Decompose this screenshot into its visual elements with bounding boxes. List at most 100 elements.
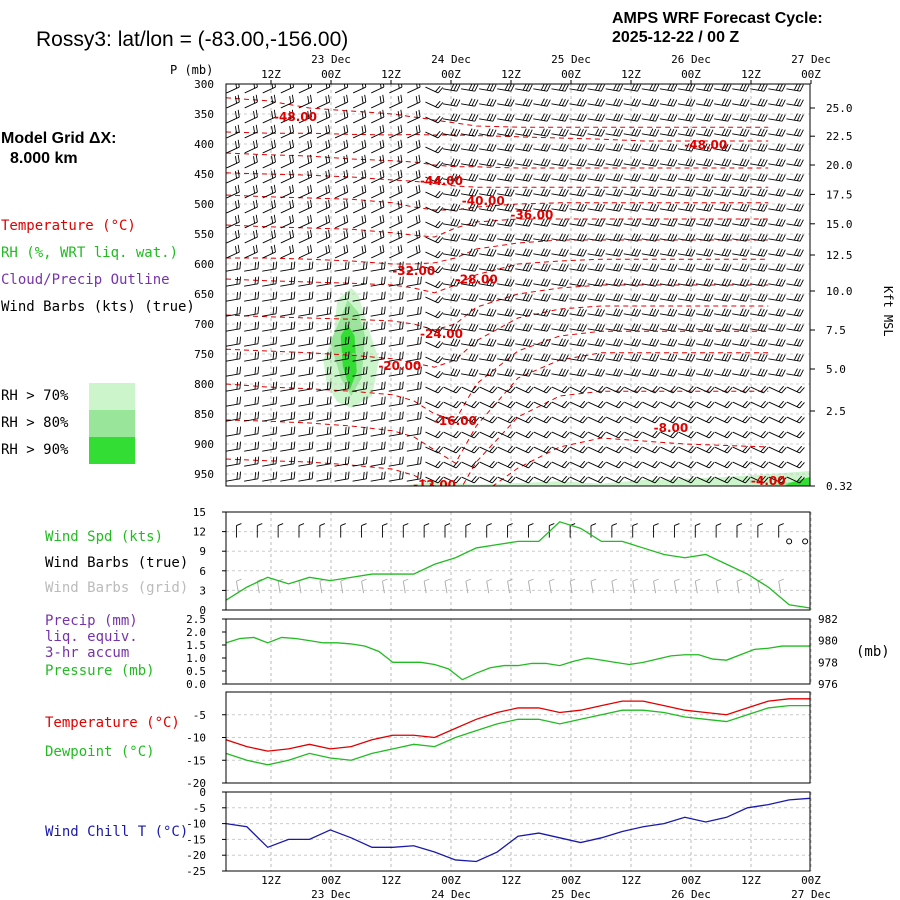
top-day-label: 26 Dec [671,53,711,66]
wind-barb [280,411,296,422]
wind-barb [587,460,606,469]
wind-barb [768,368,786,377]
cross-section-plot: -48.00 -48.00 -44.00 -40.00 -36.00 -32.00 -28.… [226,84,810,486]
wind-barb [623,263,642,272]
wind-barb [587,158,605,167]
wind-barb [443,400,462,409]
wind-barb [352,291,368,302]
wind-barb [262,441,278,452]
wind-barb [732,98,750,107]
wind-barb [442,113,461,122]
wind-barb [280,229,294,244]
wind-barb [696,415,715,424]
wind-barb [316,169,331,184]
wind-barb [262,154,276,169]
wind-barb [659,203,678,212]
wind-barb [280,471,296,482]
precip-tick-label: 0.5 [186,665,206,678]
wind-barb [280,276,296,287]
wind-barb [497,338,515,347]
wind-barb [244,214,258,229]
wind-barb [316,94,331,109]
wind-barb [569,430,588,439]
wind-barb [280,124,294,139]
wind-barb [280,94,294,109]
wind-barb [659,218,678,227]
wind-barb [677,338,696,347]
wind-barb [479,113,497,122]
legend-rh90-swatch [89,437,135,464]
pressure-tick-label: 750 [194,348,214,361]
wind-barb [732,173,750,182]
wind-barb [659,293,678,302]
wind-barb [768,278,786,287]
wind-barb [750,143,768,152]
wind-barb [515,475,534,484]
wind-barb [316,139,331,154]
wind-barb [389,184,403,199]
wind-barb [768,445,787,454]
wind-barb [515,203,533,212]
wind-barb [768,98,786,107]
wind-barb [750,308,768,317]
true-wind-barb [444,523,451,538]
wind-barb [786,84,804,92]
wind-barb [316,261,332,272]
wind-barb [714,460,733,469]
wind-barb [262,244,276,259]
isotherm-line [226,131,769,142]
wind-barb [371,94,385,109]
top-day-label: 23 Dec [311,53,351,66]
wind-barbs-true-label: Wind Barbs (true) [45,555,188,571]
kft-tick-label: 20.0 [826,159,853,172]
wind-barb [226,184,240,199]
bottom-hour-label: 12Z [621,874,641,887]
wind-barb [786,430,805,439]
bottom-day-label: 23 Dec [311,888,351,900]
wind-barb [623,248,642,257]
wind-barb [497,415,516,424]
wind-barb [533,98,551,107]
wind-barb [768,308,786,317]
wind-barb [605,248,624,257]
wind-barb [425,280,444,289]
wind-barb [352,426,368,437]
wind-barb [298,214,313,229]
wind-barb [226,336,242,347]
panel-tick-label: -15 [186,833,206,846]
wind-barb [732,263,750,272]
wind-barb [750,445,769,454]
wind-barb [714,188,732,197]
wind-barb [678,460,697,469]
grid-wind-barb [569,578,576,594]
wind-barb [677,368,696,377]
wind-barb [641,293,660,302]
calm-wind-marker [802,538,809,545]
precip-label: Precip (mm) [45,613,138,629]
forecast-cycle-value: 2025-12-22 / 00 Z [612,29,739,46]
true-wind-barb [653,523,659,538]
wind-barb [732,278,750,287]
wind-barb [370,366,386,377]
wind-barb [298,229,313,244]
precip-tick-label: 0.0 [186,678,206,691]
wind-barb [587,113,605,122]
wind-barb [497,353,515,362]
bottom-hour-label: 00Z [441,874,461,887]
wind-barb [442,98,461,107]
wind-barb [714,263,732,272]
wind-barb [624,475,643,484]
wind-barb [551,445,570,454]
panel-frame [225,691,811,784]
wind-barb [479,353,497,362]
wind-barb [641,248,660,257]
wind-barb [461,400,480,409]
panel-tick-label: 3 [199,584,206,597]
wind-barb [677,278,696,287]
wind-barb [388,261,404,272]
wind-barb [551,84,569,92]
wind-barb [587,445,606,454]
wind-barb [623,353,642,362]
wind-barb [407,109,421,124]
wind-barb [551,218,569,227]
